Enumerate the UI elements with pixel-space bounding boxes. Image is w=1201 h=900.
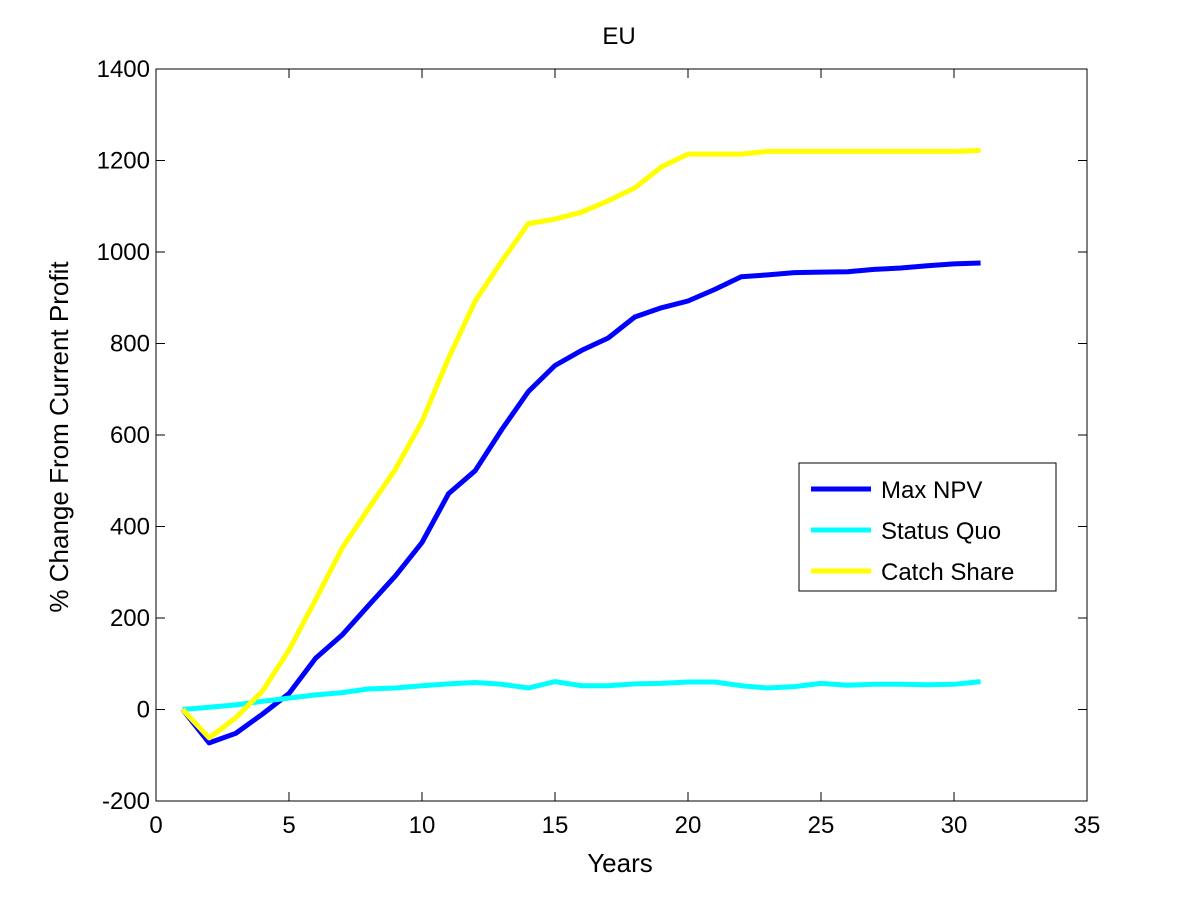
y-tick-label: 0 (137, 697, 150, 724)
series-line-catch-share (180, 147, 981, 741)
axes: 0 5 10 15 20 25 30 35-2000200400600800100012001… (97, 56, 1101, 839)
series-layer (180, 147, 981, 746)
chart-title: EU (602, 23, 635, 50)
x-tick-label: 35 (1074, 812, 1101, 839)
y-axis-label: % Change From Current Profit (44, 261, 74, 613)
series-line-max-npv (180, 260, 981, 746)
x-axis-label: Years (587, 848, 653, 878)
x-tick-label: 30 (941, 812, 968, 839)
x-tick-label: 20 (675, 812, 702, 839)
x-tick-label: 5 (282, 812, 295, 839)
x-tick-label: 15 (542, 812, 569, 839)
legend-label: Status Quo (881, 518, 1001, 545)
y-tick-label: 400 (110, 514, 150, 541)
legend-label: Max NPV (881, 477, 982, 504)
y-tick-label: 1000 (97, 239, 150, 266)
x-tick-label: 25 (808, 812, 835, 839)
y-tick-label: -200 (102, 788, 150, 815)
x-tick-label: 0 (149, 812, 162, 839)
y-tick-label: 1200 (97, 148, 150, 175)
series-line-status-quo (182, 679, 981, 712)
y-tick-label: 800 (110, 331, 150, 358)
plot-area-frame (155, 68, 1088, 802)
y-tick-label: 200 (110, 605, 150, 632)
x-tick-label: 10 (409, 812, 436, 839)
y-tick-label: 1400 (97, 56, 150, 83)
legend: Max NPV Status Quo Catch Share (798, 462, 1057, 592)
legend-label: Catch Share (881, 559, 1014, 586)
y-tick-label: 600 (110, 422, 150, 449)
